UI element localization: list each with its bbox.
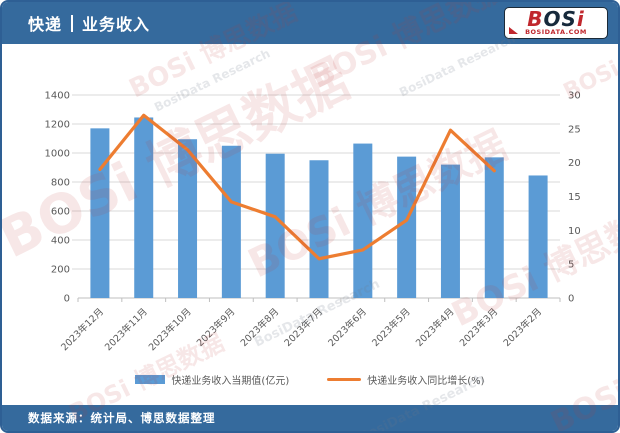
x-axis-label: 2023年7月 xyxy=(282,306,325,349)
x-axis-label: 2023年8月 xyxy=(238,306,281,349)
title-divider-icon xyxy=(71,14,74,32)
bosi-logo: BOSi BOSIDATA.COM xyxy=(504,7,608,39)
y-axis-left-label: 1200 xyxy=(45,120,70,131)
x-axis-label: 2023年9月 xyxy=(194,306,237,349)
bar xyxy=(440,164,460,298)
line-series-label: 快递业务收入同比增长(%) xyxy=(367,376,485,387)
bar xyxy=(484,157,504,298)
legend-item-bar: 快递业务收入当期值(亿元) xyxy=(135,372,289,387)
bar xyxy=(134,117,154,298)
y-axis-left-label: 600 xyxy=(51,207,70,218)
y-axis-left-label: 1400 xyxy=(45,91,70,102)
x-axis-label: 2023年4月 xyxy=(413,306,456,349)
header: 快递 业务收入 BOSi BOSIDATA.COM xyxy=(2,2,618,44)
data-source-text: 数据来源：统计局、博思数据整理 xyxy=(28,411,216,425)
footer: 数据来源：统计局、博思数据整理 xyxy=(2,405,618,431)
y-axis-left-label: 800 xyxy=(51,178,70,189)
y-axis-left-label: 200 xyxy=(51,265,70,276)
bar-series-swatch xyxy=(135,375,166,384)
logo-wordmark: BOSi xyxy=(527,7,585,31)
page-title: 快递 业务收入 xyxy=(28,11,150,35)
growth-line xyxy=(98,113,496,261)
y-axis-right-label: 25 xyxy=(568,124,581,135)
x-axis-label: 2023年6月 xyxy=(326,306,369,349)
title-main: 业务收入 xyxy=(82,15,151,34)
bar xyxy=(178,139,198,298)
bar xyxy=(221,145,241,298)
y-axis-right-label: 0 xyxy=(568,294,574,305)
line-series-swatch xyxy=(327,378,362,381)
bar xyxy=(309,160,329,298)
y-axis-right-label: 10 xyxy=(568,226,581,237)
bar-series-label: 快递业务收入当期值(亿元) xyxy=(171,376,290,387)
x-axis-label: 2023年3月 xyxy=(457,306,500,349)
legend: 快递业务收入当期值(亿元) 快递业务收入同比增长(%) xyxy=(2,372,618,387)
bar xyxy=(528,175,548,298)
title-prefix: 快递 xyxy=(28,15,63,34)
chart-area: 0 200 400 600 800 1000 1200 1400 0 5 10 15 20 25 30 202… xyxy=(2,44,618,407)
y-axis-right-label: 20 xyxy=(568,158,581,169)
y-axis-left-label: 400 xyxy=(51,236,70,247)
bar xyxy=(90,128,110,298)
x-axis-label: 2023年5月 xyxy=(369,306,412,349)
y-axis-right-label: 15 xyxy=(568,192,581,203)
bar xyxy=(397,156,417,298)
logo-domain: BOSIDATA.COM xyxy=(525,28,587,36)
revenue-chart: 0 200 400 600 800 1000 1200 1400 0 5 10 15 20 25 30 202… xyxy=(45,91,581,354)
logo-triangle-icon xyxy=(509,27,518,34)
x-axis-label: 2023年12月 xyxy=(58,306,106,354)
legend-item-line: 快递业务收入同比增长(%) xyxy=(327,372,485,387)
y-axis-left-label: 0 xyxy=(64,294,70,305)
x-axis-label: 2023年11月 xyxy=(102,306,150,354)
bar xyxy=(265,153,285,298)
y-axis-right-label: 30 xyxy=(568,91,581,102)
y-axis-left-label: 1000 xyxy=(45,149,70,160)
bar xyxy=(353,143,373,298)
x-axis-label: 2023年10月 xyxy=(146,306,194,354)
x-axis-label: 2023年2月 xyxy=(501,306,544,349)
y-axis-right-label: 5 xyxy=(568,260,574,271)
